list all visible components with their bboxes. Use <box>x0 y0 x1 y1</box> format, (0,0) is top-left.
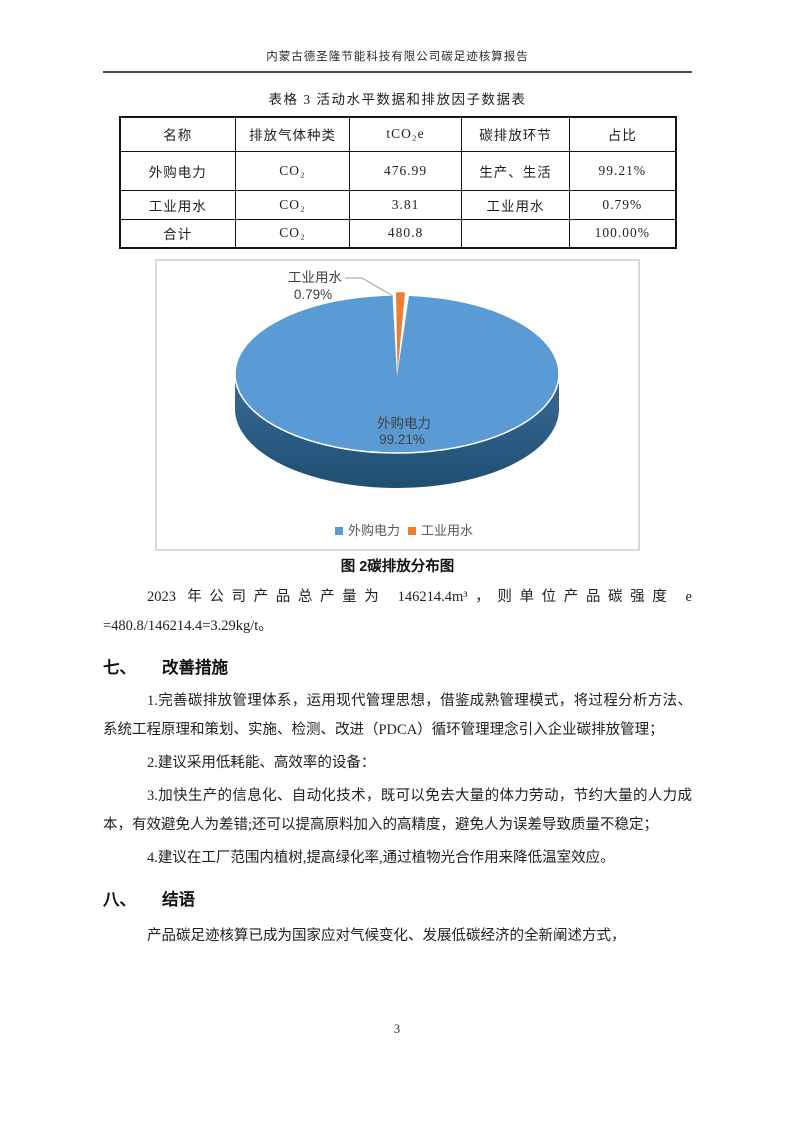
table-cell: 合计 <box>119 218 236 249</box>
table-cell: 0.79% <box>569 189 676 220</box>
table-cell: 99.21% <box>569 150 676 191</box>
table-cell: 100.00% <box>569 218 676 249</box>
table-header-cell: 排放气体种类 <box>235 116 350 152</box>
section-heading-improvement: 七、 改善措施 <box>103 654 692 678</box>
water-slice-label: 工业用水 <box>288 270 342 285</box>
pie-chart-svg: 工业用水 0.79% 外购电力 99.21% 外购电力 工业用水 <box>234 270 560 538</box>
activity-data-table: 名称 排放气体种类 tCO₂e 碳排放环节 占比 外购电力 CO₂ 476.99… <box>118 116 677 249</box>
table-cell: CO₂ <box>235 189 350 220</box>
chart-legend: 外购电力 工业用水 <box>335 523 473 538</box>
production-line-2: =480.8/146214.4=3.29kg/t。 <box>103 618 273 634</box>
section-title: 改善措施 <box>162 659 228 677</box>
improvement-item-4: 4.建议在工厂范围内植树,提高绿化率,通过植物光合作用来降低温室效应。 <box>147 850 615 866</box>
table-row: 合计 CO₂ 480.8 100.00% <box>119 218 676 249</box>
production-line-1: 2023 年公司产品总产量为 146214.4m³，则单位产品碳强度 e <box>147 589 692 605</box>
table-cell: CO₂ <box>235 150 350 191</box>
table-cell: 476.99 <box>349 150 462 191</box>
pie-side-3d <box>235 374 559 488</box>
table-cell: 480.8 <box>349 218 462 249</box>
table-cell: 生产、生活 <box>461 150 570 191</box>
electricity-slice-label: 外购电力 <box>377 416 431 431</box>
table-header-row: 名称 排放气体种类 tCO₂e 碳排放环节 占比 <box>119 116 676 152</box>
electricity-slice-percent: 99.21% <box>379 432 425 447</box>
section-number: 八、 <box>103 891 136 909</box>
legend-label-water: 工业用水 <box>421 523 473 538</box>
table-header-cell: 碳排放环节 <box>461 116 570 152</box>
page-header-title: 内蒙古德圣隆节能科技有限公司碳足迹核算报告 <box>266 51 529 63</box>
improvement-item-3: 3.加快生产的信息化、自动化技术，既可以免去大量的体力劳动，节约大量的人力成本，… <box>103 788 692 833</box>
table-header-cell: 占比 <box>569 116 676 152</box>
table-header-cell: tCO₂e <box>349 116 462 152</box>
page-number: 3 <box>393 1022 401 1036</box>
table-header-cell: 名称 <box>119 116 236 152</box>
table-cell <box>461 218 570 249</box>
table-cell: 外购电力 <box>119 150 236 191</box>
improvement-item-2: 2.建议采用低耗能、高效率的设备： <box>147 755 376 771</box>
pie-slice-water <box>396 292 405 372</box>
header-rule <box>103 71 692 73</box>
section-heading-conclusion: 八、 结语 <box>103 886 692 910</box>
figure-caption: 图 2碳排放分布图 <box>340 559 455 575</box>
production-paragraph: 2023 年公司产品总产量为 146214.4m³，则单位产品碳强度 e =48… <box>103 583 692 641</box>
legend-swatch-electricity <box>335 527 343 535</box>
table-cell: 工业用水 <box>461 189 570 220</box>
legend-label-electricity: 外购电力 <box>348 523 400 538</box>
table-cell: CO₂ <box>235 218 350 249</box>
label-leader-line <box>345 277 394 297</box>
improvement-items: 1.完善碳排放管理体系，运用现代管理思想，借鉴成熟管理模式，将过程分析方法、系统… <box>103 687 692 873</box>
table-row: 外购电力 CO₂ 476.99 生产、生活 99.21% <box>119 150 676 191</box>
table-cell: 工业用水 <box>119 189 236 220</box>
emissions-pie-chart: 工业用水 0.79% 外购电力 99.21% 外购电力 工业用水 <box>155 259 640 551</box>
legend-swatch-water <box>408 527 416 535</box>
improvement-item-1: 1.完善碳排放管理体系，运用现代管理思想，借鉴成熟管理模式，将过程分析方法、系统… <box>103 693 692 738</box>
water-slice-percent: 0.79% <box>294 287 332 302</box>
section-title: 结语 <box>162 891 195 909</box>
section-number: 七、 <box>103 659 136 677</box>
table-cell: 3.81 <box>349 189 462 220</box>
table-title: 表格 3 活动水平数据和排放因子数据表 <box>268 92 527 107</box>
conclusion-paragraph: 产品碳足迹核算已成为国家应对气候变化、发展低碳经济的全新阐述方式， <box>147 928 626 944</box>
table-row: 工业用水 CO₂ 3.81 工业用水 0.79% <box>119 189 676 220</box>
